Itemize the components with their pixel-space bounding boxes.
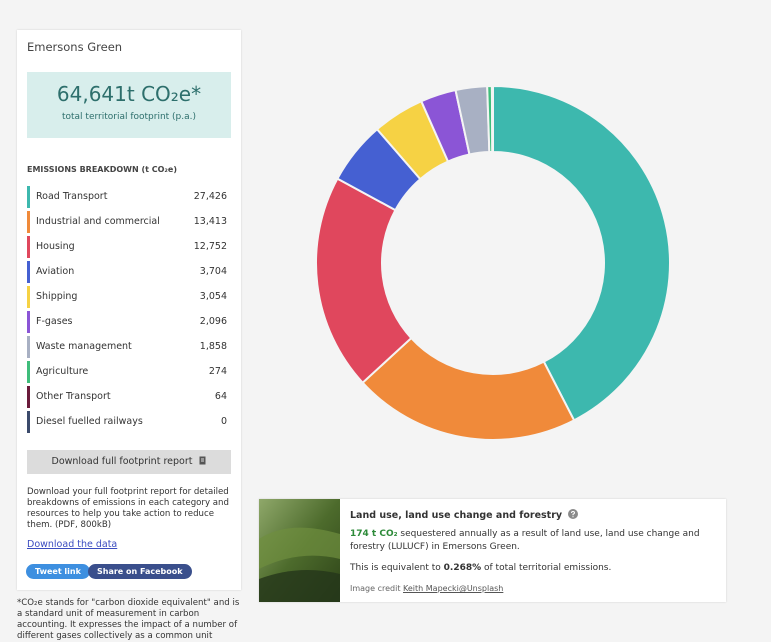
color-swatch [27,236,30,258]
category-value: 12,752 [194,241,227,252]
download-description: Download your full footprint report for … [27,487,233,531]
category-value: 3,704 [200,266,227,277]
page: Emersons Green 64,641t CO₂e* total terri… [0,0,771,634]
breakdown-row: F-gases 2,096 [27,311,227,333]
help-icon[interactable] [568,509,578,519]
sequestered-amount: 174 t CO₂ [350,529,398,539]
breakdown-row: Industrial and commercial 13,413 [27,211,227,233]
breakdown-row: Housing 12,752 [27,236,227,258]
download-data-link[interactable]: Download the data [27,539,117,550]
color-swatch [27,336,30,358]
equivalent-line: This is equivalent to 0.268% of total te… [350,563,611,573]
category-name: Housing [36,241,75,252]
color-swatch [27,261,30,283]
total-footprint: 64,641t CO₂e* [27,82,231,106]
category-name: Road Transport [36,191,107,202]
info-title: Land use, land use change and forestry [350,509,578,521]
category-name: Shipping [36,291,77,302]
credit-link[interactable]: Keith Mapecki@Unsplash [403,584,503,593]
equivalent-prefix: This is equivalent to [350,563,444,573]
category-name: Agriculture [36,366,88,377]
category-name: Diesel fuelled railways [36,416,143,427]
breakdown-row: Other Transport 64 [27,386,227,408]
breakdown-row: Shipping 3,054 [27,286,227,308]
credit-prefix: Image credit [350,584,403,593]
category-value: 274 [209,366,227,377]
breakdown-heading: EMISSIONS BREAKDOWN (t CO₂e) [27,165,177,174]
place-name: Emersons Green [27,40,122,54]
equivalent-value: 0.268% [444,563,482,573]
color-swatch [27,411,30,433]
category-name: F-gases [36,316,73,327]
category-value: 64 [215,391,227,402]
facebook-button[interactable]: Share on Facebook [88,564,192,579]
category-value: 2,096 [200,316,227,327]
download-button[interactable]: Download full footprint report [27,450,231,474]
breakdown-row: Waste management 1,858 [27,336,227,358]
document-icon [199,456,207,465]
category-value: 13,413 [194,216,227,227]
breakdown-row: Aviation 3,704 [27,261,227,283]
category-value: 1,858 [200,341,227,352]
info-title-text: Land use, land use change and forestry [350,510,562,521]
category-value: 0 [221,416,227,427]
category-value: 3,054 [200,291,227,302]
total-box: 64,641t CO₂e* total territorial footprin… [27,72,231,138]
info-description: 174 t CO₂ sequestered annually as a resu… [350,528,710,554]
breakdown-row: Agriculture 274 [27,361,227,383]
category-name: Other Transport [36,391,111,402]
total-caption: total territorial footprint (p.a.) [27,112,231,122]
category-name: Waste management [36,341,132,352]
image-credit: Image credit Keith Mapecki@Unsplash [350,584,503,593]
color-swatch [27,211,30,233]
donut-chart [300,75,690,455]
color-swatch [27,186,30,208]
info-card: Land use, land use change and forestry 1… [259,499,726,602]
equivalent-suffix: of total territorial emissions. [481,563,611,573]
category-name: Aviation [36,266,74,277]
description-text: sequestered annually as a result of land… [350,529,700,552]
category-value: 27,426 [194,191,227,202]
sidebar-card: Emersons Green 64,641t CO₂e* total terri… [17,30,241,590]
breakdown-row: Diesel fuelled railways 0 [27,411,227,433]
button-label: Download full footprint report [52,456,193,467]
footnote: *CO₂e stands for "carbon dioxide equival… [17,598,245,642]
color-swatch [27,286,30,308]
breakdown-row: Road Transport 27,426 [27,186,227,208]
color-swatch [27,311,30,333]
tweet-button[interactable]: Tweet link [26,564,90,579]
color-swatch [27,361,30,383]
category-name: Industrial and commercial [36,216,160,227]
color-swatch [27,386,30,408]
landscape-photo [259,499,340,602]
